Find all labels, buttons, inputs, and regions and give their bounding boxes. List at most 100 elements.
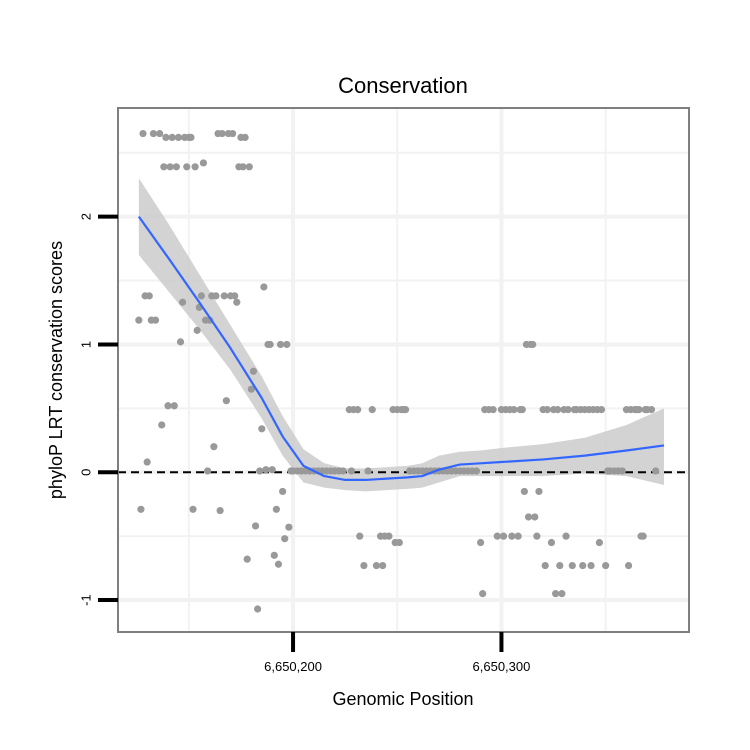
data-point [189, 505, 197, 513]
data-point [579, 561, 587, 570]
data-point [379, 561, 387, 570]
axes: -1 0 1 2 6,650,200 6,650,300 [79, 213, 531, 674]
data-point [231, 292, 239, 300]
data-point [618, 467, 626, 475]
data-point [339, 467, 347, 475]
data-point [270, 551, 278, 559]
data-point [162, 133, 170, 141]
x-tick-label: 6,650,200 [264, 659, 322, 674]
data-point [524, 513, 533, 521]
data-point [514, 532, 522, 540]
y-tick-label: 0 [79, 469, 94, 476]
panel-border [117, 107, 690, 633]
data-point [187, 133, 195, 141]
data-point [168, 133, 176, 141]
data-point [268, 466, 276, 474]
plot-panel [118, 108, 689, 632]
data-point [479, 590, 487, 598]
data-point [197, 292, 205, 300]
data-point [652, 467, 660, 475]
data-point [279, 487, 287, 496]
data-point [137, 505, 145, 513]
data-point [151, 316, 160, 324]
data-point [179, 298, 187, 306]
data-point [164, 402, 172, 410]
smooth-line-group [137, 215, 665, 482]
data-point [602, 561, 610, 570]
data-point [145, 292, 153, 300]
data-point [595, 538, 603, 547]
data-point [597, 406, 606, 414]
data-point [193, 326, 201, 334]
data-point [139, 129, 147, 138]
data-point [554, 406, 562, 414]
data-point [395, 538, 403, 547]
data-point [170, 402, 178, 410]
data-point [191, 163, 199, 171]
data-point [535, 487, 543, 496]
data-point [249, 367, 258, 375]
data-point [199, 159, 208, 167]
data-point [368, 406, 376, 414]
data-point [489, 406, 497, 414]
data-point [266, 340, 274, 349]
data-point [283, 340, 291, 349]
data-point [556, 561, 564, 570]
data-point [243, 555, 251, 563]
data-point [647, 406, 656, 414]
data-point [639, 532, 647, 540]
data-point [272, 505, 280, 513]
data-point [262, 466, 270, 474]
data-point [160, 163, 168, 171]
data-point [143, 458, 151, 466]
data-point [204, 467, 212, 475]
data-point [477, 538, 485, 547]
smooth-line [137, 215, 665, 482]
data-point [251, 522, 260, 530]
data-point [529, 340, 537, 349]
data-point [233, 298, 241, 306]
data-point [518, 406, 526, 414]
data-point [564, 406, 572, 414]
data-point [499, 532, 508, 540]
data-point [531, 513, 539, 521]
data-point [210, 443, 218, 451]
data-point [558, 590, 566, 598]
data-point [472, 467, 481, 475]
data-point [229, 129, 237, 138]
data-point [135, 316, 143, 324]
data-point [220, 292, 228, 300]
data-point [241, 133, 249, 141]
data-point [156, 129, 164, 138]
data-point [166, 163, 174, 171]
data-point [372, 561, 381, 570]
data-point [364, 467, 372, 475]
data-point [274, 560, 283, 568]
data-point [510, 406, 518, 414]
data-point [360, 561, 368, 570]
data-point [401, 406, 410, 414]
data-point [533, 532, 541, 540]
data-point [562, 532, 570, 540]
y-tick-label: 1 [79, 341, 94, 348]
data-point [247, 385, 255, 393]
data-point [508, 532, 516, 540]
data-point [158, 421, 166, 429]
data-point [552, 590, 560, 598]
data-point [354, 406, 362, 414]
data-point [587, 561, 595, 570]
data-point [547, 538, 556, 547]
data-point [543, 406, 551, 414]
data-point [245, 163, 253, 171]
y-tick-label: -1 [79, 594, 94, 606]
data-point [222, 397, 230, 405]
data-point [260, 283, 268, 291]
y-axis-label: phyloP LRT conservation scores [46, 241, 66, 499]
data-point [256, 467, 264, 475]
data-point [347, 467, 356, 475]
data-point [174, 133, 183, 141]
data-point [493, 532, 501, 540]
data-point [218, 129, 226, 138]
data-point [568, 561, 576, 570]
data-point [356, 532, 364, 540]
